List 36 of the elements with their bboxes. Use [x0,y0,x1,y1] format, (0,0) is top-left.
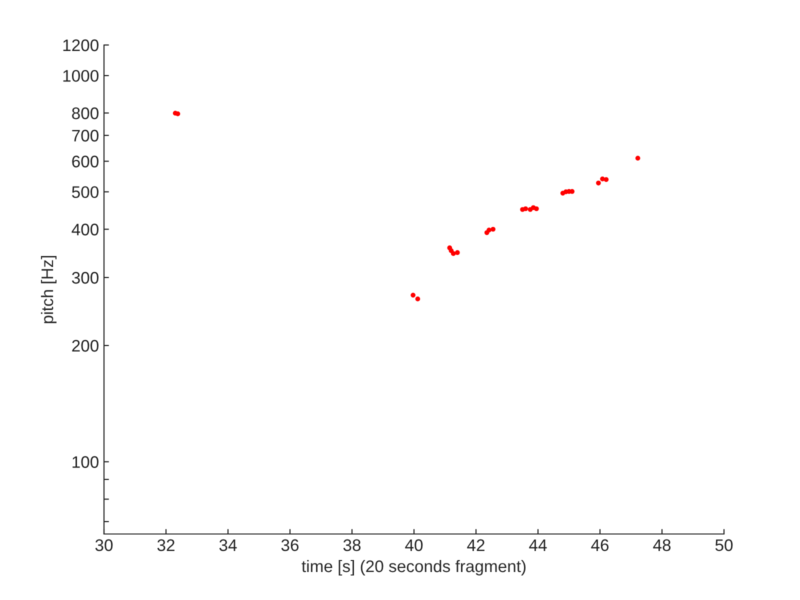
y-axis-title: pitch [Hz] [40,256,57,324]
point [454,250,460,256]
point [635,156,640,161]
y-tick-label: 1000 [63,70,98,82]
point [523,206,528,212]
point [528,207,533,212]
y-tick-label: 1200 [63,39,98,52]
x-tick-label: 30 [95,539,113,552]
x-tick-label: 36 [281,539,299,552]
point [604,177,609,182]
x-tick-label: 42 [467,539,484,551]
x-tick-label: 40 [405,539,423,552]
x-tick-label: 38 [343,539,361,552]
y-tick-label: 200 [72,340,98,352]
point [534,206,539,212]
point [486,228,492,233]
point [596,180,601,186]
x-axis-title: time [s] (20 seconds fragment) [302,560,526,576]
point [600,176,605,182]
y-tick-label: 100 [72,456,98,468]
point [450,251,456,256]
x-tick-label: 34 [219,539,237,552]
x-tick-label: 46 [591,539,609,552]
x-tick-label: 32 [157,539,174,552]
y-tick-label: 400 [72,224,98,236]
point [490,226,496,232]
point [410,292,416,298]
x-tick-label: 48 [653,539,671,552]
y-tick-label: 500 [72,186,98,198]
y-tick-label: 600 [72,156,98,168]
x-tick-label: 44 [529,539,547,551]
y-tick-label: 700 [72,130,98,142]
point [415,296,420,302]
y-tick-label: 800 [72,107,98,120]
y-tick-label: 300 [72,272,98,284]
x-tick-label: 50 [715,539,733,552]
